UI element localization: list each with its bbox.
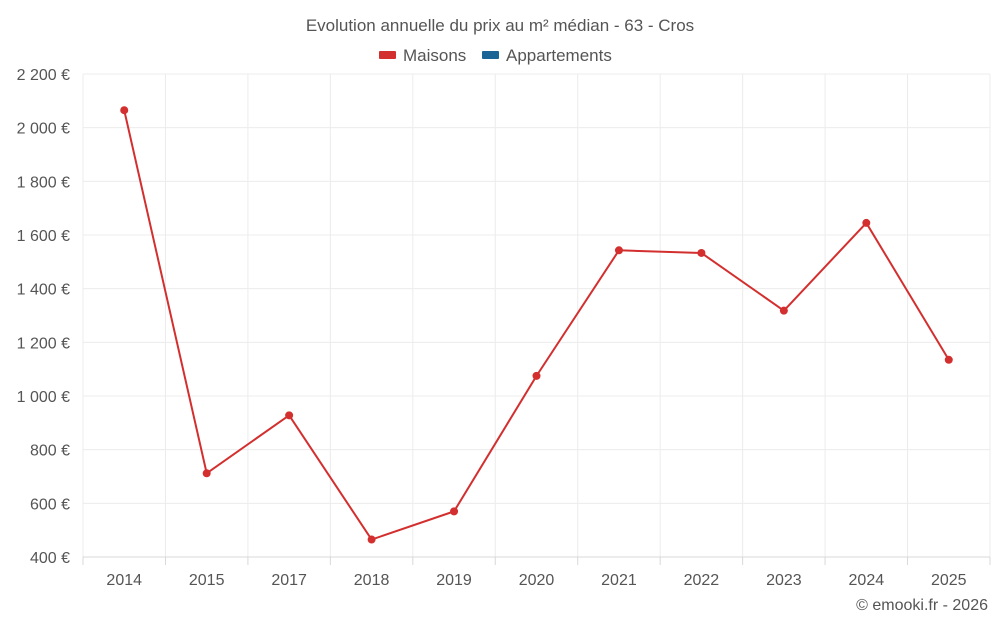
data-point-2022[interactable]: [697, 248, 706, 257]
x-tick-label: 2017: [271, 572, 307, 589]
data-point-2017[interactable]: [285, 411, 294, 420]
legend: Maisons Appartements: [379, 46, 612, 65]
x-tick-label: 2025: [931, 572, 967, 589]
legend-label-1[interactable]: Appartements: [506, 46, 612, 65]
legend-label-0[interactable]: Maisons: [403, 46, 466, 65]
y-tick-label: 1 200 €: [17, 335, 70, 352]
data-point-2015[interactable]: [202, 469, 211, 478]
y-tick-label: 1 000 €: [17, 389, 70, 406]
y-tick-label: 2 200 €: [17, 67, 70, 84]
grid: [82, 73, 991, 558]
series-layer: [120, 106, 953, 544]
data-point-2020[interactable]: [532, 371, 541, 380]
copyright-text: © emooki.fr - 2026: [856, 597, 988, 614]
x-tick-label: 2021: [601, 572, 637, 589]
legend-swatch-1[interactable]: [482, 51, 499, 59]
y-tick-label: 1 600 €: [17, 228, 70, 245]
y-axis: 400 € 600 € 800 € 1 000 € 1 200 € 1 400 € 1 60…: [17, 67, 70, 567]
chart-title: Evolution annuelle du prix au m² médian …: [306, 16, 694, 35]
x-tick-label: 2024: [849, 572, 885, 589]
x-tick-label: 2023: [766, 572, 802, 589]
y-tick-label: 1 800 €: [17, 174, 70, 191]
y-tick-label: 1 400 €: [17, 282, 70, 299]
data-point-2014[interactable]: [120, 106, 129, 115]
y-tick-label: 2 000 €: [17, 121, 70, 138]
data-point-2024[interactable]: [862, 218, 871, 227]
data-point-2023[interactable]: [779, 306, 788, 315]
y-tick-label: 400 €: [30, 550, 70, 567]
data-point-2021[interactable]: [614, 246, 623, 255]
x-tick-label: 2015: [189, 572, 225, 589]
data-point-2025[interactable]: [944, 355, 953, 364]
x-tick-label: 2018: [354, 572, 390, 589]
legend-swatch-0[interactable]: [379, 51, 396, 59]
x-tick-label: 2014: [106, 572, 142, 589]
x-tick-label: 2020: [519, 572, 555, 589]
x-tick-label: 2019: [436, 572, 472, 589]
data-point-2018[interactable]: [367, 535, 376, 544]
y-tick-label: 600 €: [30, 496, 70, 513]
x-tick-label: 2022: [684, 572, 720, 589]
data-point-2019[interactable]: [450, 507, 459, 516]
y-tick-label: 800 €: [30, 443, 70, 460]
x-axis: 2014 2015 2017 2018 2019 2020 2021 2022 2023 2024…: [82, 556, 991, 589]
